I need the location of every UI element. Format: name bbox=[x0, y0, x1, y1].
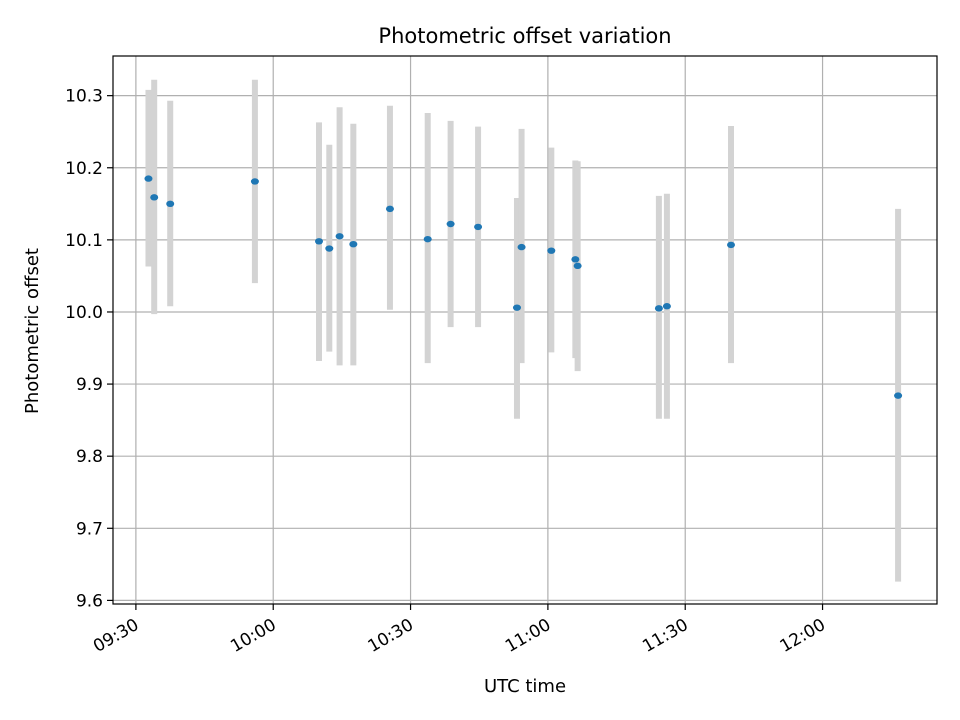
data-point bbox=[662, 303, 671, 310]
y-tick-label: 10.2 bbox=[65, 159, 103, 179]
data-point bbox=[315, 238, 323, 245]
data-points bbox=[144, 175, 903, 399]
data-point bbox=[166, 200, 175, 208]
data-point bbox=[571, 256, 580, 263]
data-point bbox=[654, 305, 663, 312]
data-point bbox=[727, 241, 735, 249]
x-axis-label: UTC time bbox=[484, 676, 566, 697]
data-point bbox=[325, 245, 334, 252]
data-point bbox=[349, 240, 358, 248]
y-axis: 9.6 9.7 9.8 9.9 10.0 10.1 10.2 10.3 bbox=[65, 87, 113, 611]
y-tick-label: 9.8 bbox=[76, 447, 103, 467]
data-point bbox=[250, 178, 259, 185]
data-point bbox=[512, 304, 521, 311]
data-point bbox=[573, 262, 582, 270]
y-axis-label: Photometric offset bbox=[22, 248, 43, 414]
y-tick-label: 9.9 bbox=[76, 375, 103, 395]
data-point bbox=[474, 223, 483, 231]
y-tick-label: 9.7 bbox=[76, 519, 103, 539]
plot-frame bbox=[112, 55, 938, 605]
y-tick-label: 10.3 bbox=[65, 87, 103, 107]
y-tick-label: 10.0 bbox=[65, 303, 103, 323]
y-tick-label: 10.1 bbox=[65, 231, 103, 251]
data-point bbox=[150, 194, 159, 201]
data-point bbox=[423, 235, 432, 243]
chart-title: Photometric offset variation bbox=[378, 24, 671, 48]
data-point bbox=[894, 392, 903, 399]
grid bbox=[113, 56, 937, 604]
data-point bbox=[335, 233, 344, 240]
data-point bbox=[144, 175, 153, 182]
y-tick-label: 9.6 bbox=[76, 591, 103, 611]
data-point bbox=[517, 243, 526, 251]
data-point bbox=[385, 205, 394, 213]
data-point bbox=[446, 220, 455, 228]
data-point bbox=[547, 247, 556, 254]
